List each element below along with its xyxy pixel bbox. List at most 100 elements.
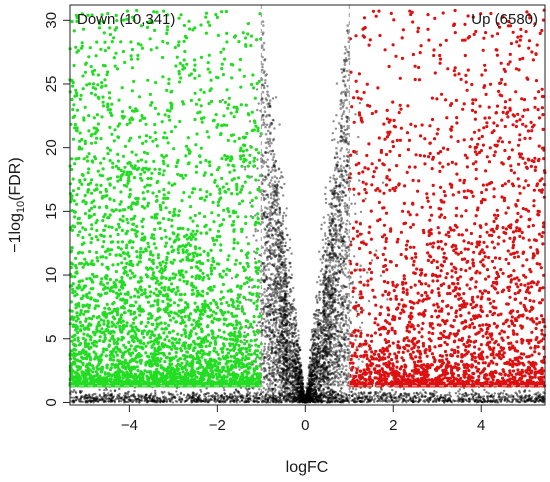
point-not-significant (278, 390, 281, 393)
point-not-significant (312, 348, 316, 351)
point-not-significant (316, 356, 319, 359)
point-not-significant (415, 391, 419, 395)
point-not-significant (291, 302, 294, 306)
point-not-significant (535, 392, 538, 395)
point-not-significant (255, 324, 259, 327)
point-not-significant (243, 338, 246, 342)
point-not-significant (151, 396, 155, 399)
point-not-significant (130, 400, 134, 403)
point-not-significant (477, 392, 480, 396)
point-not-significant (258, 320, 262, 324)
point-not-significant (266, 373, 269, 376)
point-not-significant (387, 399, 390, 402)
point-down (146, 78, 150, 82)
point-not-significant (284, 214, 288, 217)
point-not-significant (297, 358, 300, 361)
point-not-significant (413, 395, 417, 398)
point-not-significant (318, 387, 321, 390)
point-not-significant (278, 358, 281, 362)
point-not-significant (256, 401, 259, 404)
point-not-significant (288, 341, 291, 344)
point-not-significant (287, 301, 291, 305)
point-not-significant (302, 399, 305, 402)
point-not-significant (318, 290, 321, 294)
point-not-significant (507, 394, 510, 397)
point-not-significant (117, 400, 121, 403)
point-not-significant (342, 365, 345, 368)
point-not-significant (482, 398, 485, 401)
point-not-significant (230, 396, 233, 399)
point-not-significant (312, 400, 315, 404)
point-not-significant (263, 399, 266, 403)
point-not-significant (344, 314, 347, 317)
point-not-significant (341, 184, 344, 187)
point-not-significant (280, 400, 283, 404)
point-down (104, 84, 108, 88)
point-not-significant (281, 217, 285, 220)
point-not-significant (328, 180, 332, 183)
point-not-significant (294, 324, 297, 327)
point-not-significant (278, 283, 282, 286)
point-down (73, 275, 77, 279)
point-not-significant (292, 286, 295, 290)
point-not-significant (412, 392, 416, 395)
point-not-significant (282, 194, 285, 197)
point-not-significant (349, 309, 352, 312)
point-not-significant (277, 296, 280, 300)
point-not-significant (186, 393, 190, 396)
point-not-significant (429, 396, 432, 399)
point-not-significant (211, 394, 214, 397)
point-not-significant (295, 366, 299, 369)
point-not-significant (359, 264, 362, 267)
point-not-significant (294, 319, 298, 322)
point-not-significant (291, 388, 294, 391)
point-not-significant (299, 397, 302, 400)
point-not-significant (511, 400, 514, 403)
point-not-significant (279, 232, 282, 235)
point-not-significant (435, 391, 438, 394)
point-not-significant (312, 341, 315, 344)
point-not-significant (503, 399, 506, 402)
point-not-significant (379, 390, 382, 393)
point-not-significant (205, 399, 208, 402)
point-not-significant (357, 358, 360, 361)
point-not-significant (85, 394, 88, 397)
point-not-significant (324, 354, 327, 358)
point-not-significant (252, 400, 255, 403)
point-not-significant (295, 354, 298, 357)
point-not-significant (114, 397, 118, 401)
point-not-significant (309, 338, 313, 342)
point-down (88, 82, 92, 86)
point-not-significant (522, 390, 526, 393)
point-not-significant (146, 396, 149, 399)
point-not-significant (324, 242, 327, 245)
point-down (111, 289, 115, 294)
point-not-significant (460, 398, 463, 401)
point-not-significant (107, 394, 111, 397)
point-not-significant (265, 352, 268, 356)
point-not-significant (316, 363, 319, 366)
point-not-significant (381, 181, 385, 184)
point-not-significant (319, 355, 322, 358)
point-not-significant (256, 229, 260, 232)
point-not-significant (282, 211, 286, 215)
point-not-significant (251, 363, 255, 366)
point-not-significant (328, 358, 332, 361)
point-not-significant (535, 398, 538, 402)
point-not-significant (74, 396, 78, 399)
point-not-significant (411, 400, 415, 404)
point-not-significant (431, 400, 435, 403)
point-not-significant (221, 400, 224, 403)
point-not-significant (335, 396, 338, 400)
point-not-significant (306, 388, 309, 391)
point-not-significant (302, 389, 305, 393)
point-not-significant (271, 395, 274, 399)
point-not-significant (349, 322, 353, 325)
point-not-significant (355, 301, 358, 304)
point-not-significant (485, 391, 488, 394)
point-not-significant (332, 120, 335, 123)
point-not-significant (319, 283, 322, 286)
point-not-significant (475, 399, 478, 402)
point-not-significant (271, 387, 275, 391)
point-not-significant (286, 234, 289, 237)
